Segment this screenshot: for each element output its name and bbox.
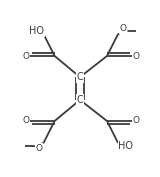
Text: O: O (35, 144, 42, 153)
Text: O: O (23, 52, 30, 61)
Text: C: C (77, 95, 83, 105)
Text: C: C (77, 72, 83, 82)
Text: O: O (132, 52, 140, 61)
Text: HO: HO (119, 141, 133, 151)
Text: O: O (132, 116, 140, 125)
Text: O: O (119, 24, 126, 33)
Text: HO: HO (29, 26, 44, 36)
Text: O: O (23, 116, 30, 125)
